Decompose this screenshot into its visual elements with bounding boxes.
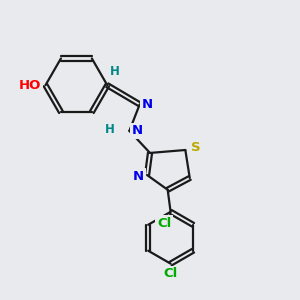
Text: H: H	[105, 123, 115, 136]
Text: HO: HO	[19, 79, 41, 92]
Text: Cl: Cl	[164, 268, 178, 281]
Text: S: S	[191, 141, 201, 154]
Text: Cl: Cl	[157, 217, 171, 230]
Text: N: N	[142, 98, 153, 111]
Text: N: N	[133, 170, 144, 183]
Text: H: H	[110, 65, 120, 79]
Text: N: N	[132, 124, 143, 137]
